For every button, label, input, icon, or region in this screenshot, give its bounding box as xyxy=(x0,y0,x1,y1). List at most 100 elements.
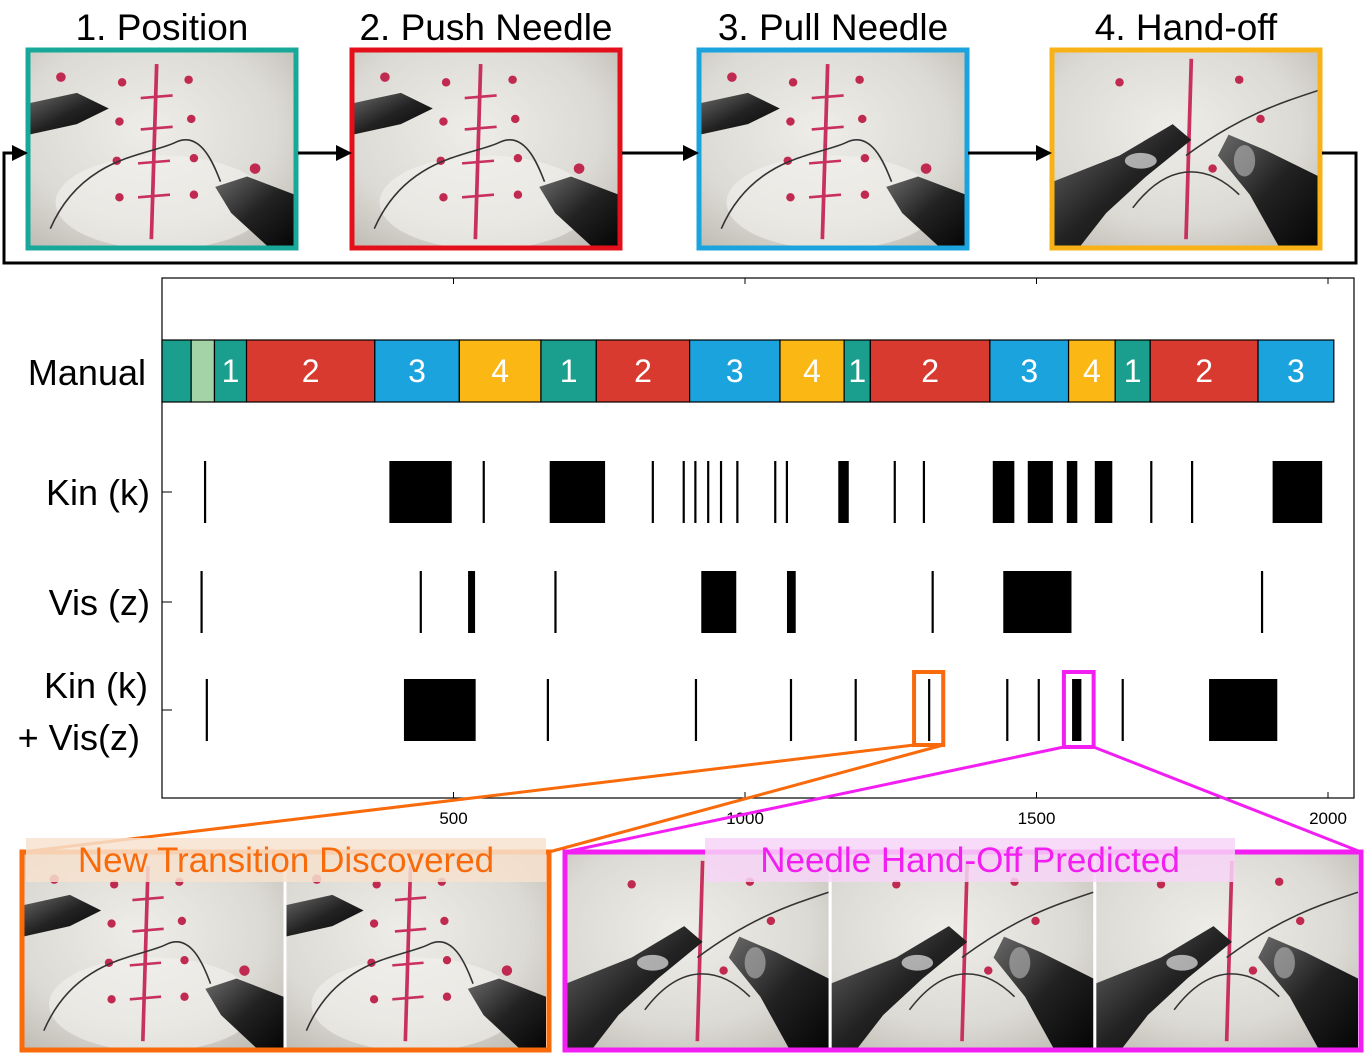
manual-segment xyxy=(190,339,216,403)
manual-segment-label: 1 xyxy=(222,353,240,389)
event-mark xyxy=(468,571,476,633)
manual-segment xyxy=(458,339,542,403)
highlight-box-2 xyxy=(1061,670,1096,749)
surgical-frame-transition-photo xyxy=(285,853,546,1049)
event-mark xyxy=(736,461,739,523)
event-mark xyxy=(694,679,698,741)
event-mark xyxy=(549,461,606,523)
row-label-2: Vis (z) xyxy=(49,582,150,623)
event-mark xyxy=(931,571,934,633)
workflow-arrows xyxy=(2,145,1358,265)
step-title-1: 1. Position xyxy=(76,7,249,48)
step-title-2: 2. Push Needle xyxy=(359,7,612,48)
manual-segment xyxy=(1149,339,1259,403)
manual-segment xyxy=(843,339,871,403)
row-label-1: Kin (k) xyxy=(46,472,150,513)
event-mark xyxy=(546,679,549,741)
surgical-frame-hand-off-photo xyxy=(1053,51,1319,247)
loop-back-arrow-head xyxy=(12,145,28,161)
surgical-frame-hand-off-photo xyxy=(830,853,1094,1049)
row-label-0: Manual xyxy=(28,352,146,393)
step-title-3: 3. Pull Needle xyxy=(718,7,948,48)
arrow-2-3-head xyxy=(683,145,699,161)
surgical-frame-hand-off-photo xyxy=(1095,853,1358,1049)
event-mark xyxy=(482,461,485,523)
step-frame-2 xyxy=(349,47,623,251)
surgical-frame-hand-off-photo xyxy=(566,853,829,1049)
event-mark xyxy=(694,461,697,523)
x-tick-label-2000: 2000 xyxy=(1309,809,1347,828)
surgical-frame-position-photo xyxy=(29,51,295,247)
event-mark xyxy=(785,461,789,523)
detail-panels: New Transition Discovered Needle Hand-Off… xyxy=(19,838,1364,1053)
workflow-steps: 1. Position 2. Push Needle 3. Pull Needle 4… xyxy=(25,7,1323,251)
manual-segment-label: 4 xyxy=(1083,353,1101,389)
event-mark xyxy=(389,461,452,523)
manual-segment xyxy=(689,339,781,403)
manual-segment-label: 2 xyxy=(921,353,939,389)
panel-title-backdrop-1 xyxy=(26,838,546,882)
event-mark xyxy=(1190,461,1194,523)
event-mark xyxy=(554,571,557,633)
event-mark xyxy=(1150,461,1153,523)
segmentation-chart: 500 1000 1500 2000 Manual Kin (k) Vis (z) Kin … xyxy=(18,277,1362,854)
connector-right-1 xyxy=(548,743,944,854)
manual-segment xyxy=(245,339,376,403)
manual-segment xyxy=(213,339,248,403)
step-frame-4 xyxy=(1049,47,1323,251)
event-mark xyxy=(651,461,654,523)
event-mark xyxy=(701,571,737,633)
event-mark xyxy=(1072,679,1082,741)
event-mark xyxy=(922,461,926,523)
event-mark xyxy=(838,461,849,523)
step-frame-3 xyxy=(696,47,970,251)
manual-segment-label: 4 xyxy=(803,353,821,389)
arrow-3-4-head xyxy=(1036,145,1052,161)
event-mark xyxy=(205,679,208,741)
event-mark xyxy=(1272,461,1323,523)
manual-segment-label: 3 xyxy=(726,353,744,389)
event-mark xyxy=(419,571,422,633)
event-mark xyxy=(854,679,857,741)
row-label-3-line2: + Vis(z) xyxy=(18,717,140,758)
event-mark xyxy=(1209,679,1278,741)
combined-row xyxy=(205,679,1278,741)
event-mark xyxy=(1037,679,1040,741)
event-mark xyxy=(1027,461,1053,523)
vis-row xyxy=(200,571,1264,633)
manual-segment-label: 3 xyxy=(408,353,426,389)
x-axis: 500 1000 1500 2000 xyxy=(439,278,1347,828)
manual-segment xyxy=(869,339,991,403)
event-mark xyxy=(1121,679,1124,741)
loop-back-arrow xyxy=(2,151,1358,265)
connector-left-2 xyxy=(564,745,1065,854)
manual-segment-label: 4 xyxy=(491,353,509,389)
event-mark xyxy=(928,679,931,741)
manual-segment-label: 2 xyxy=(302,353,320,389)
highlight-box-1 xyxy=(912,670,946,747)
event-mark xyxy=(789,679,793,741)
connector-left-1 xyxy=(21,743,915,854)
event-mark xyxy=(1260,571,1264,633)
chart-plot-frame xyxy=(161,277,1355,799)
manual-segment-label: 2 xyxy=(634,353,652,389)
manual-segment-label: 3 xyxy=(1020,353,1038,389)
x-tick-label-1000: 1000 xyxy=(726,809,764,828)
surgical-frame-pull-needle-photo xyxy=(700,51,966,247)
panel-title-1: New Transition Discovered xyxy=(78,841,494,880)
event-mark xyxy=(992,461,1015,523)
event-mark xyxy=(707,461,710,523)
manual-segment xyxy=(374,339,460,403)
event-mark xyxy=(403,679,476,741)
event-mark xyxy=(200,571,203,633)
event-mark xyxy=(893,461,896,523)
event-mark xyxy=(719,461,723,523)
event-mark xyxy=(1003,571,1072,633)
x-tick-label-1500: 1500 xyxy=(1018,809,1056,828)
manual-segment xyxy=(989,339,1070,403)
connector-right-2 xyxy=(1093,745,1362,854)
panel-title-backdrop-2 xyxy=(705,838,1235,882)
event-mark xyxy=(1006,679,1009,741)
